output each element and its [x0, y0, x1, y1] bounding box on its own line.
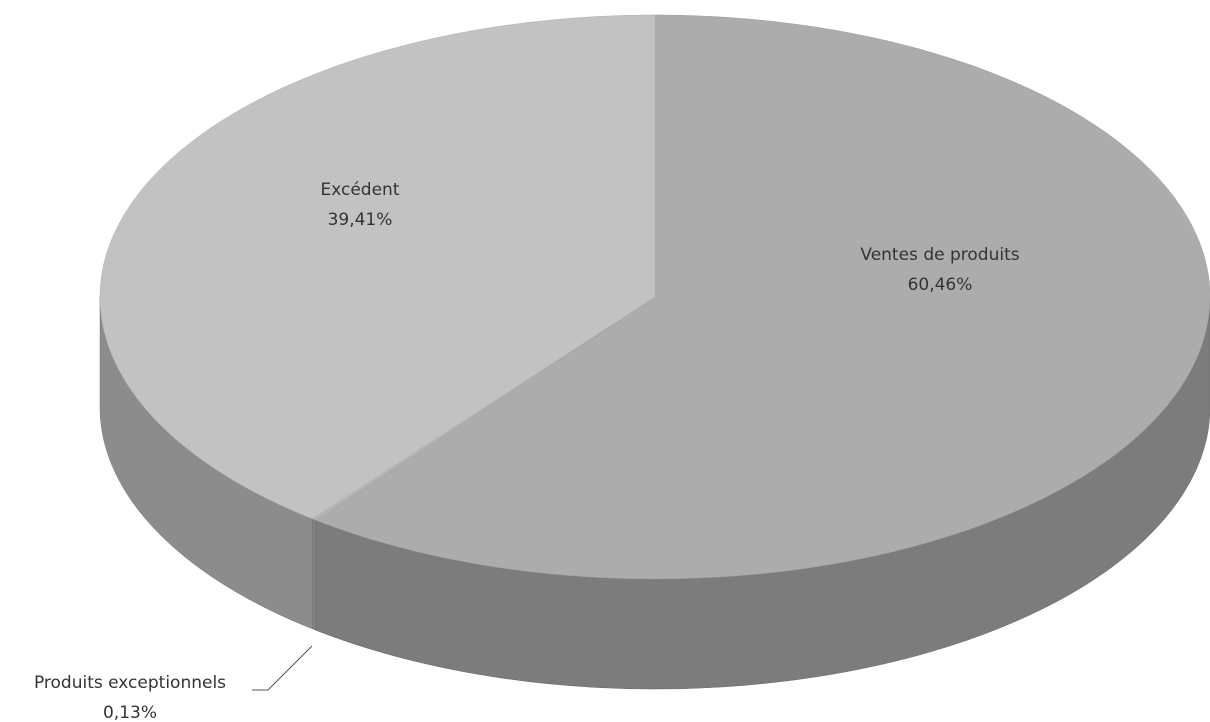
- slice-value-label: 39,41%: [328, 210, 393, 230]
- leader-line: [252, 645, 313, 691]
- slice: [99, 14, 656, 520]
- slice-label: Excédent: [321, 180, 400, 200]
- slice: [315, 14, 1210, 580]
- slice-label: Produits exceptionnels: [34, 673, 226, 693]
- slice-side: [312, 518, 317, 631]
- slice-label: Ventes de produits: [860, 245, 1019, 265]
- slice-value-label: 60,46%: [908, 275, 973, 295]
- slice-value-label: 0,13%: [103, 703, 157, 722]
